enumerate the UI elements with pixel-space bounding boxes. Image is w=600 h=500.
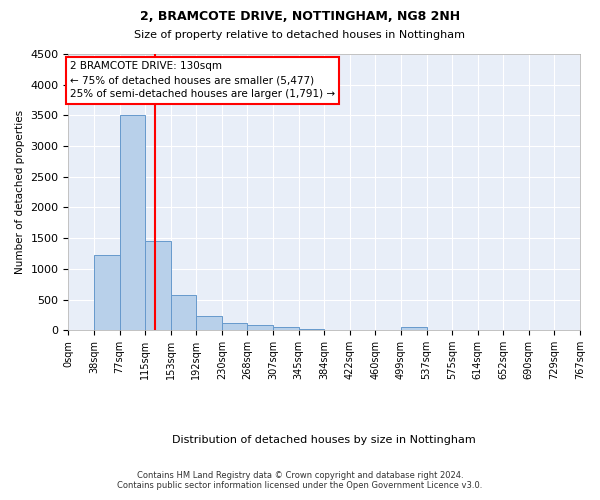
Bar bbox=[273, 328, 299, 330]
Text: Contains HM Land Registry data © Crown copyright and database right 2024.
Contai: Contains HM Land Registry data © Crown c… bbox=[118, 470, 482, 490]
Bar bbox=[94, 254, 119, 330]
Text: Size of property relative to detached houses in Nottingham: Size of property relative to detached ho… bbox=[134, 30, 466, 40]
Bar bbox=[119, 116, 145, 330]
Y-axis label: Number of detached properties: Number of detached properties bbox=[15, 110, 25, 274]
Bar bbox=[299, 328, 324, 330]
Text: 2 BRAMCOTE DRIVE: 130sqm
← 75% of detached houses are smaller (5,477)
25% of sem: 2 BRAMCOTE DRIVE: 130sqm ← 75% of detach… bbox=[70, 62, 335, 100]
X-axis label: Distribution of detached houses by size in Nottingham: Distribution of detached houses by size … bbox=[172, 435, 476, 445]
Text: 2, BRAMCOTE DRIVE, NOTTINGHAM, NG8 2NH: 2, BRAMCOTE DRIVE, NOTTINGHAM, NG8 2NH bbox=[140, 10, 460, 23]
Bar bbox=[171, 295, 196, 330]
Bar bbox=[196, 316, 222, 330]
Bar bbox=[247, 326, 273, 330]
Bar bbox=[401, 327, 427, 330]
Bar bbox=[145, 240, 171, 330]
Bar bbox=[222, 323, 247, 330]
